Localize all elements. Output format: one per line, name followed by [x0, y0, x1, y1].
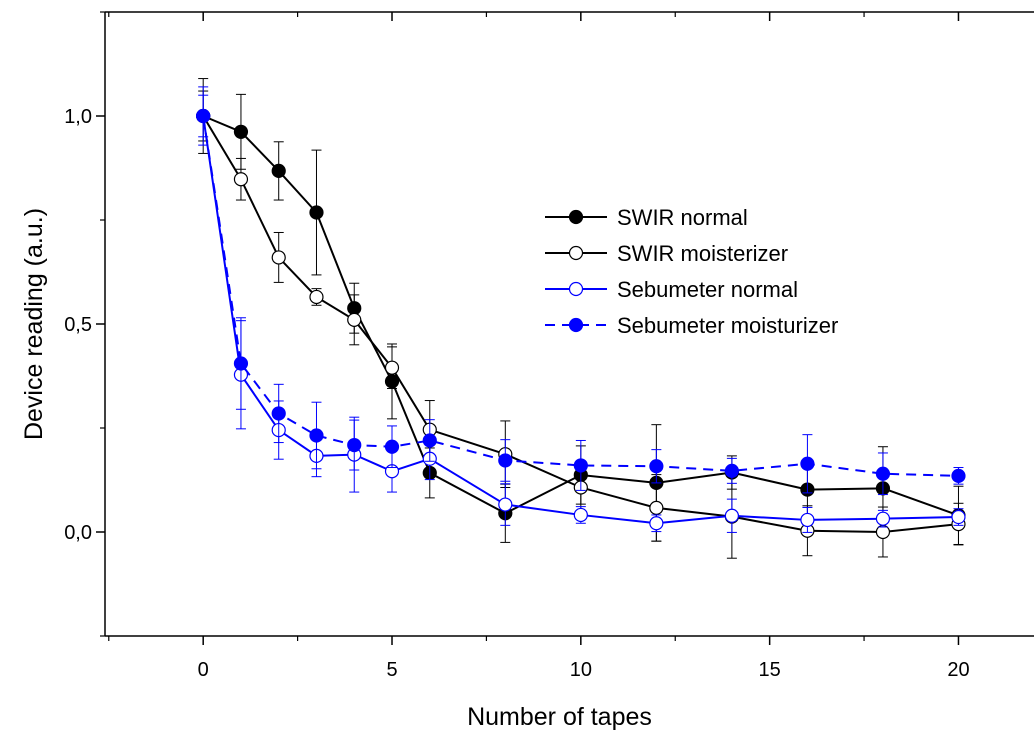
y-axis: 0,0 0,5 1,0: [64, 11, 105, 637]
data-point: [309, 289, 324, 305]
data-point: [573, 458, 588, 473]
data-point: [724, 508, 739, 523]
data-point: [875, 511, 891, 526]
x-axis: 0 5 10 15 20: [108, 12, 970, 681]
data-point: [649, 500, 664, 515]
data-point: [233, 356, 249, 371]
data-point: [384, 360, 400, 375]
data-point: [800, 456, 815, 471]
data-point: [573, 507, 588, 523]
data-point: [384, 439, 400, 454]
series-sebumeter-moisturizer: [196, 94, 966, 496]
data-point: [196, 108, 211, 124]
data-point: [271, 406, 286, 421]
data-point: [951, 509, 966, 525]
series-layer: [196, 78, 966, 559]
data-point: [498, 453, 513, 468]
data-point: [649, 516, 664, 531]
data-point: [233, 172, 249, 187]
x-tick-label: 0: [198, 659, 209, 681]
series-line: [202, 115, 959, 525]
legend-label: Sebumeter normal: [617, 277, 798, 302]
y-tick-label: 1,0: [64, 106, 92, 128]
series-line: [202, 115, 959, 517]
legend-label: Sebumeter moisturizer: [617, 313, 838, 338]
data-point: [271, 163, 286, 179]
x-tick-label: 20: [947, 659, 969, 681]
y-axis-label: Device reading (a.u.): [20, 208, 48, 440]
x-axis-label: Number of tapes: [467, 703, 652, 731]
data-point: [951, 468, 966, 483]
data-point: [347, 437, 362, 453]
y-tick-label: 0,0: [64, 522, 92, 544]
data-point: [875, 466, 891, 481]
data-point: [309, 205, 324, 220]
x-tick-label: 5: [386, 659, 397, 681]
legend-marker: [568, 245, 584, 261]
y-tick-label: 0,5: [64, 314, 92, 336]
legend: SWIR normal SWIR moisterizer Sebumeter nor…: [545, 205, 838, 338]
data-point: [422, 433, 437, 448]
data-point: [233, 124, 249, 139]
data-point: [271, 250, 286, 265]
series-line: [202, 115, 959, 477]
legend-marker: [568, 317, 584, 333]
legend-marker: [568, 281, 584, 297]
x-tick-label: 15: [759, 659, 781, 681]
data-point: [347, 312, 362, 327]
data-point: [309, 428, 324, 443]
data-point: [649, 459, 664, 474]
legend-label: SWIR moisterizer: [617, 241, 788, 266]
x-tick-label: 10: [570, 659, 592, 681]
legend-label: SWIR normal: [617, 205, 748, 230]
data-point: [800, 512, 815, 528]
series-line: [202, 115, 959, 534]
data-point: [498, 497, 513, 512]
legend-marker: [568, 209, 584, 225]
data-point: [724, 463, 739, 478]
